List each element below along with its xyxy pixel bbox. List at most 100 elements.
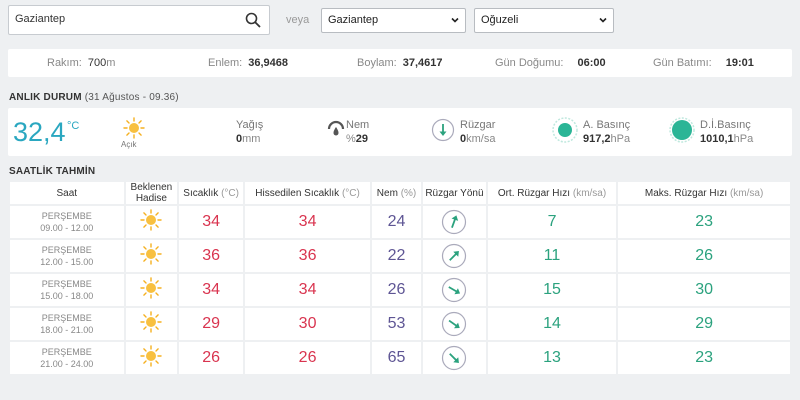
hourly-forecast-table: Saat Beklenen Hadise Sıcaklık (°C) Hissed… [8, 180, 792, 376]
altitude-info: Rakım: 700m [47, 57, 115, 69]
header-avg-wind-label: Ort. Rüzgar Hızı [497, 187, 571, 199]
longitude-info: Boylam: 37,4617 [357, 57, 443, 69]
header-condition: Beklenen Hadise [125, 182, 178, 204]
forecast-day: PERŞEMBE [41, 347, 92, 357]
forecast-humidity: 53 [372, 308, 421, 340]
forecast-max-wind: 29 [618, 308, 790, 340]
header-feels-like-unit: (°C) [341, 187, 360, 199]
wind-value: 0 [460, 133, 467, 145]
current-conditions-panel: 32,4 °C Açık Yağış 0mm Nem %29 Rüzgar 0k… [8, 108, 792, 156]
wind-direction-arrow-icon [442, 311, 467, 337]
wind-direction-icon [431, 118, 455, 142]
forecast-wind-direction-cell [423, 308, 486, 340]
district-select[interactable]: Oğuzeli [474, 8, 614, 33]
forecast-humidity: 24 [372, 206, 421, 238]
forecast-avg-wind: 7 [487, 206, 617, 238]
district-select-value: Oğuzeli [481, 14, 519, 26]
header-feels-like-label: Hissedilen Sıcaklık [255, 187, 340, 199]
wind-metric: Rüzgar 0km/sa [460, 118, 495, 146]
latitude-value: 36,9468 [248, 57, 289, 69]
current-condition-text: Açık [121, 140, 137, 149]
forecast-wind-direction-cell [423, 274, 486, 306]
sunrise-value: 06:00 [577, 57, 606, 69]
sunrise-label: Gün Doğumu: [495, 57, 564, 69]
humidity-label: Nem [346, 119, 370, 131]
forecast-row: PERŞEMBE 09.00 - 12.00 34 34 24 [10, 206, 790, 238]
forecast-max-wind: 26 [618, 240, 790, 272]
header-max-wind-label: Maks. Rüzgar Hızı [644, 187, 728, 199]
sunset-label: Gün Batımı: [653, 57, 712, 69]
header-feels-like: Hissedilen Sıcaklık (°C) [245, 182, 371, 204]
forecast-max-wind: 23 [618, 206, 790, 238]
humidity-metric: Nem %29 [346, 118, 369, 146]
search-row: veya Gaziantep Oğuzeli [8, 5, 614, 35]
or-label: veya [286, 14, 310, 26]
forecast-time-cell: PERŞEMBE 15.00 - 18.00 [10, 274, 124, 306]
forecast-time-range: 09.00 - 12.00 [40, 223, 94, 233]
forecast-time-cell: PERŞEMBE 12.00 - 15.00 [10, 240, 124, 272]
header-humidity: Nem (%) [372, 182, 421, 204]
forecast-humidity: 65 [372, 342, 421, 374]
search-input[interactable] [15, 13, 235, 25]
chevron-down-icon [599, 17, 607, 23]
forecast-humidity: 26 [372, 274, 421, 306]
header-humidity-unit: (%) [400, 187, 417, 199]
forecast-condition-cell [125, 308, 178, 340]
forecast-temperature: 26 [179, 342, 244, 374]
longitude-value: 37,4617 [402, 57, 443, 69]
forecast-day: PERŞEMBE [41, 313, 92, 323]
humidity-prefix: % [346, 133, 356, 145]
humidity-icon [327, 120, 345, 136]
header-max-wind-unit: (km/sa) [729, 187, 764, 199]
humidity-value: 29 [355, 133, 369, 145]
header-humidity-label: Nem [376, 187, 398, 199]
header-wind-direction: Rüzgar Yönü [423, 182, 486, 204]
sea-pressure-unit: hPa [733, 133, 754, 145]
sun-icon [140, 242, 163, 265]
wind-direction-arrow-icon [442, 345, 467, 371]
rain-label: Yağış [236, 119, 264, 131]
forecast-condition-cell [125, 342, 178, 374]
pressure-metric: A. Basınç 917,2hPa [583, 118, 630, 146]
forecast-header-row: Saat Beklenen Hadise Sıcaklık (°C) Hissed… [10, 182, 790, 204]
wind-unit: km/sa [466, 133, 496, 145]
chevron-down-icon [451, 17, 459, 23]
forecast-wind-direction-cell [423, 206, 486, 238]
sun-icon [140, 344, 163, 367]
forecast-max-wind: 30 [618, 274, 790, 306]
forecast-temperature: 34 [179, 274, 244, 306]
forecast-feels-like: 34 [245, 206, 371, 238]
sun-icon [140, 276, 163, 299]
forecast-row: PERŞEMBE 15.00 - 18.00 34 34 26 [10, 274, 790, 306]
header-condition-line2: Hadise [135, 193, 167, 204]
header-avg-wind: Ort. Rüzgar Hızı (km/sa) [487, 182, 617, 204]
rain-metric: Yağış 0mm [236, 118, 263, 146]
forecast-row: PERŞEMBE 21.00 - 24.00 26 26 65 [10, 342, 790, 374]
forecast-time-range: 15.00 - 18.00 [40, 291, 94, 301]
sun-icon [140, 208, 163, 231]
header-max-wind: Maks. Rüzgar Hızı (km/sa) [618, 182, 790, 204]
pressure-label: A. Basınç [583, 119, 631, 131]
forecast-wind-direction-cell [423, 240, 486, 272]
search-icon[interactable] [245, 12, 261, 28]
forecast-avg-wind: 11 [487, 240, 617, 272]
forecast-row: PERŞEMBE 18.00 - 21.00 29 30 53 [10, 308, 790, 340]
forecast-condition-cell [125, 206, 178, 238]
current-temperature-unit: °C [67, 120, 80, 132]
header-temperature: Sıcaklık (°C) [179, 182, 244, 204]
forecast-time-cell: PERŞEMBE 21.00 - 24.00 [10, 342, 124, 374]
city-select[interactable]: Gaziantep [321, 8, 466, 33]
forecast-max-wind: 23 [618, 342, 790, 374]
altitude-label: Rakım: [47, 57, 82, 69]
pressure-value: 917,2 [583, 133, 611, 145]
forecast-time-cell: PERŞEMBE 18.00 - 21.00 [10, 308, 124, 340]
forecast-feels-like: 30 [245, 308, 371, 340]
city-select-value: Gaziantep [328, 14, 379, 26]
altitude-unit: m [106, 57, 116, 69]
wind-label: Rüzgar [460, 119, 496, 131]
search-box[interactable] [8, 5, 270, 35]
forecast-day: PERŞEMBE [41, 245, 92, 255]
forecast-day: PERŞEMBE [41, 211, 92, 221]
sea-pressure-metric: D.İ.Basınç 1010,1hPa [700, 118, 753, 146]
forecast-time-range: 18.00 - 21.00 [40, 325, 94, 335]
